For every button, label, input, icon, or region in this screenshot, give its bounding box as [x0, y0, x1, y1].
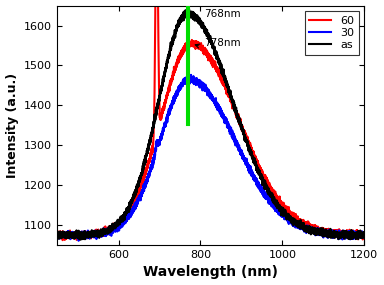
- Line: 60: 60: [57, 0, 364, 240]
- 60: [284, 206, 289, 209]
- 30: [189, 73, 193, 77]
- Text: 768nm: 768nm: [191, 9, 240, 19]
- Y-axis label: Intensity (a.u.): Intensity (a.u.): [5, 73, 18, 178]
- 30: [362, 234, 367, 237]
- 30: [172, 95, 177, 98]
- as: [55, 231, 60, 234]
- Line: 30: 30: [57, 75, 364, 241]
- X-axis label: Wavelength (nm): Wavelength (nm): [143, 265, 278, 280]
- 60: [308, 224, 312, 228]
- Legend: 60, 30, as: 60, 30, as: [305, 11, 359, 55]
- Line: as: as: [57, 9, 364, 240]
- 60: [239, 124, 244, 128]
- as: [111, 225, 115, 229]
- as: [172, 33, 177, 36]
- as: [239, 123, 244, 126]
- 30: [76, 239, 81, 243]
- as: [78, 238, 83, 241]
- as: [255, 170, 259, 173]
- as: [308, 229, 312, 232]
- 30: [111, 227, 115, 230]
- 30: [255, 180, 259, 184]
- 60: [362, 235, 367, 239]
- 30: [308, 228, 312, 232]
- as: [187, 7, 191, 11]
- Text: 778nm: 778nm: [195, 38, 240, 48]
- 60: [172, 68, 177, 72]
- 60: [55, 233, 60, 237]
- 60: [60, 239, 65, 242]
- 30: [239, 148, 244, 152]
- 60: [111, 222, 115, 225]
- 30: [284, 217, 289, 221]
- 30: [55, 234, 60, 237]
- as: [362, 235, 367, 238]
- 60: [255, 160, 259, 164]
- as: [284, 213, 289, 217]
